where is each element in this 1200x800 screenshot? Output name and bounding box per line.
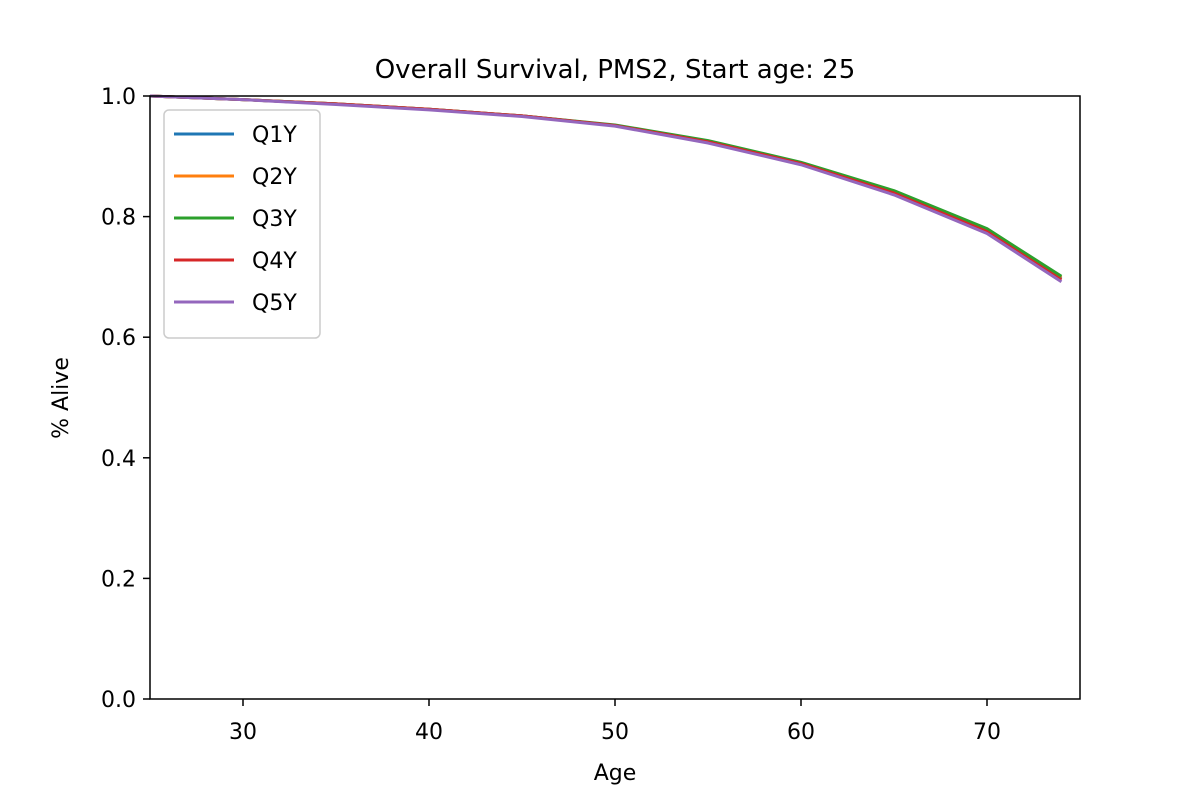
plot-area bbox=[149, 94, 1081, 700]
y-tick-label: 0.6 bbox=[101, 326, 136, 351]
y-tick-label: 0.4 bbox=[101, 447, 136, 472]
y-axis-label: % Alive bbox=[49, 357, 74, 439]
x-axis: 30 40 50 60 70 bbox=[229, 699, 1001, 745]
y-tick-label: 1.0 bbox=[101, 85, 136, 110]
y-axis: 0.0 0.2 0.4 0.6 0.8 1.0 bbox=[101, 85, 150, 713]
y-tick-label: 0.0 bbox=[101, 688, 136, 713]
x-tick-label: 50 bbox=[601, 720, 629, 745]
legend-label-q2y: Q2Y bbox=[252, 165, 297, 190]
x-axis-label: Age bbox=[594, 761, 637, 786]
series-line-q5y bbox=[149, 94, 1063, 283]
legend-label-q5y: Q5Y bbox=[252, 291, 297, 316]
x-tick-label: 40 bbox=[415, 720, 443, 745]
legend-label-q4y: Q4Y bbox=[252, 249, 297, 274]
y-tick-label: 0.8 bbox=[101, 206, 136, 231]
x-tick-label: 60 bbox=[787, 720, 815, 745]
chart-title: Overall Survival, PMS2, Start age: 25 bbox=[375, 55, 856, 85]
y-tick-label: 0.2 bbox=[101, 567, 136, 592]
x-tick-label: 70 bbox=[973, 720, 1001, 745]
legend-label-q3y: Q3Y bbox=[252, 207, 297, 232]
legend-label-q1y: Q1Y bbox=[252, 123, 297, 148]
legend-box bbox=[163, 109, 321, 339]
x-tick-label: 30 bbox=[229, 720, 257, 745]
legend: Q1Y Q2Y Q3Y Q4Y Q5Y bbox=[163, 109, 321, 339]
